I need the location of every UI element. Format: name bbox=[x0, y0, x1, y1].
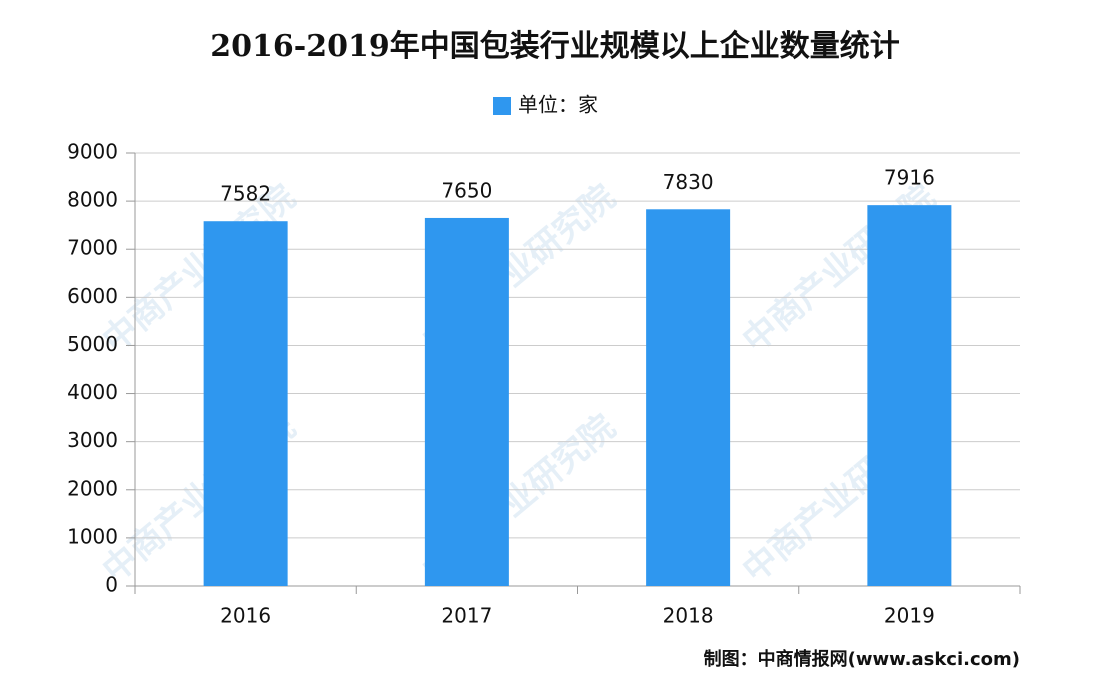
y-tick-label: 9000 bbox=[67, 140, 118, 164]
y-tick-label: 3000 bbox=[67, 428, 118, 452]
y-tick-label: 8000 bbox=[67, 188, 118, 212]
y-tick-label: 0 bbox=[105, 573, 118, 597]
y-tick-label: 5000 bbox=[67, 332, 118, 356]
bar bbox=[203, 221, 288, 586]
y-tick-label: 6000 bbox=[67, 284, 118, 308]
chart-title: 2016-2019年中国包装行业规模以上企业数量统计 bbox=[210, 29, 899, 64]
source-note: 制图：中商情报网(www.askci.com) bbox=[704, 648, 1020, 670]
x-tick-label: 2016 bbox=[220, 604, 271, 628]
data-label: 7650 bbox=[441, 178, 492, 202]
data-label: 7916 bbox=[884, 166, 935, 190]
x-tick-label: 2019 bbox=[884, 604, 935, 628]
y-tick-label: 1000 bbox=[67, 524, 118, 548]
legend-label: 单位：家 bbox=[518, 93, 598, 117]
bar bbox=[646, 209, 731, 587]
x-tick-label: 2017 bbox=[441, 604, 492, 628]
x-tick-label: 2018 bbox=[663, 604, 714, 628]
legend-swatch bbox=[493, 97, 511, 115]
bar bbox=[424, 217, 509, 586]
data-label: 7830 bbox=[663, 170, 714, 194]
y-tick-label: 4000 bbox=[67, 380, 118, 404]
y-tick-label: 7000 bbox=[67, 236, 118, 260]
data-label: 7582 bbox=[220, 182, 271, 206]
y-tick-label: 2000 bbox=[67, 476, 118, 500]
bar bbox=[867, 205, 952, 586]
